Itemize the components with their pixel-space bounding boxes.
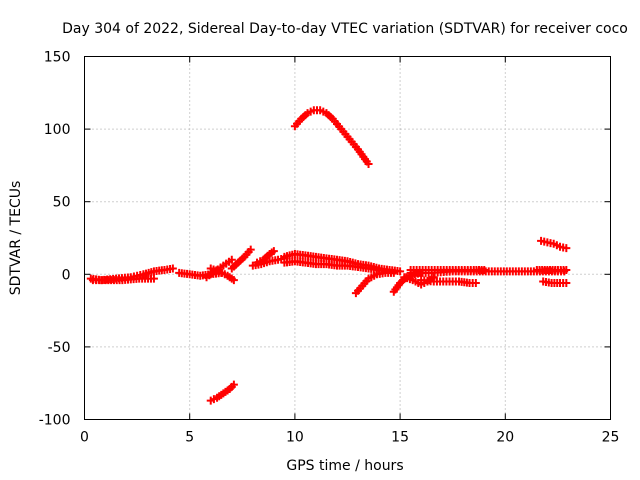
y-tick-label: 0 bbox=[62, 267, 71, 283]
data-point bbox=[168, 264, 177, 273]
data-point bbox=[389, 268, 398, 277]
data-point bbox=[562, 244, 571, 253]
series-arc-16-18-lower bbox=[417, 276, 480, 288]
data-point bbox=[562, 279, 571, 288]
data-point bbox=[471, 279, 480, 288]
x-tick-label: 0 bbox=[80, 430, 89, 446]
series-arc-late-low bbox=[539, 277, 571, 288]
series-arc-16-19-upper bbox=[406, 265, 489, 274]
x-tick-label: 15 bbox=[391, 430, 409, 446]
data-point bbox=[396, 267, 405, 276]
data-point bbox=[149, 274, 158, 283]
series-arc-late-mid bbox=[532, 265, 571, 274]
series-arc-peak bbox=[290, 106, 373, 168]
x-axis-label: GPS time / hours bbox=[286, 458, 403, 474]
data-layer bbox=[86, 106, 571, 405]
series-arc-rise-7 bbox=[227, 245, 255, 273]
y-tick-label: 50 bbox=[53, 195, 71, 211]
data-point bbox=[480, 265, 489, 274]
y-tick-label: 100 bbox=[44, 122, 71, 138]
x-tick-label: 10 bbox=[286, 430, 304, 446]
plot-frame bbox=[84, 56, 611, 420]
y-tick-label: -50 bbox=[48, 340, 71, 356]
y-axis-label: SDTVAR / TECUs bbox=[8, 181, 24, 296]
data-point bbox=[246, 245, 255, 254]
series-arc-baseline-early bbox=[86, 264, 177, 285]
series-arc-late-rise bbox=[537, 236, 571, 253]
tick-layer: 0 5 10 15 20 25 -100 -50 0 50 100 150 bbox=[39, 50, 620, 446]
data-point bbox=[562, 265, 571, 274]
data-point bbox=[364, 159, 373, 168]
x-tick-label: 25 bbox=[602, 430, 620, 446]
data-point bbox=[229, 380, 238, 389]
y-tick-label: -100 bbox=[39, 413, 71, 429]
grid-layer bbox=[84, 56, 611, 420]
data-point bbox=[229, 276, 238, 285]
series-arc-low-early bbox=[88, 274, 158, 285]
series-arc-dip-13 bbox=[351, 268, 398, 298]
chart-title: Day 304 of 2022, Sidereal Day-to-day VTE… bbox=[62, 21, 628, 37]
series-arc-low-neg bbox=[206, 380, 238, 405]
x-tick-label: 5 bbox=[185, 430, 194, 446]
data-point bbox=[227, 255, 236, 264]
x-tick-label: 20 bbox=[496, 430, 514, 446]
series-arc-fall-6 bbox=[206, 264, 238, 285]
y-tick-label: 150 bbox=[44, 50, 71, 66]
data-point bbox=[269, 247, 278, 256]
